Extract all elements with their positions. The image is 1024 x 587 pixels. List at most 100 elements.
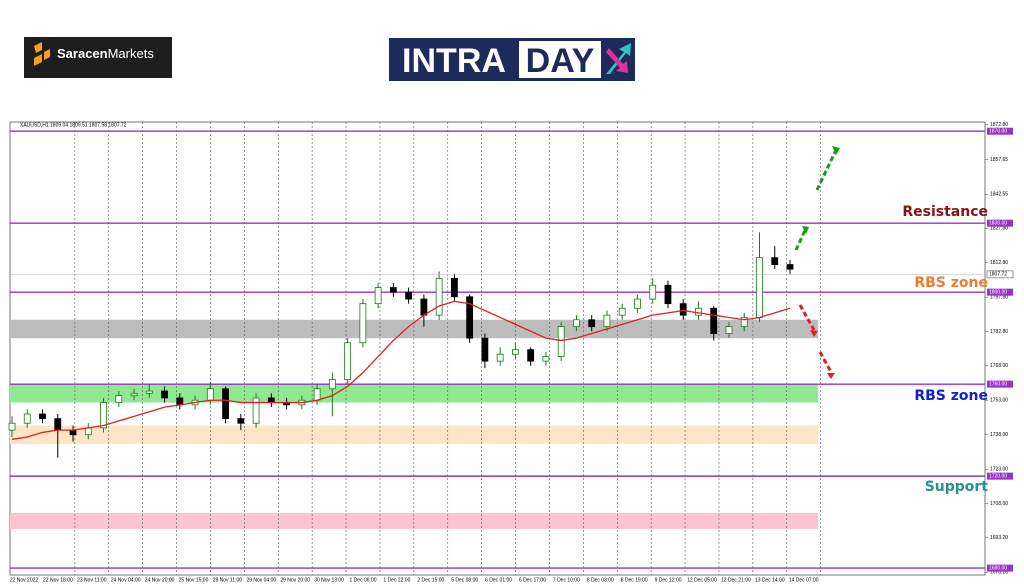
level-label: 1720.00 (989, 473, 1007, 479)
plot-frame (9, 121, 986, 576)
candle-body (786, 264, 794, 270)
candle-body (573, 319, 580, 328)
x-tick-label: 2 Dec 15:00 (417, 577, 444, 583)
candle-body (740, 317, 748, 328)
y-tick-label: 1842.55 (990, 192, 1008, 198)
candle-body (313, 388, 321, 401)
level-label: 1760.00 (989, 381, 1007, 387)
y-tick-label: 1678.20 (990, 570, 1008, 576)
y-tick-label: 1693.20 (990, 535, 1008, 541)
x-tick-label: 13 Dec 14:00 (755, 577, 785, 583)
arrow-up-icon (606, 43, 631, 74)
brand-light: Markets (108, 46, 155, 61)
candle-body (512, 349, 519, 355)
x-tick-label: 1 Dec 06:00 (350, 577, 377, 583)
candle-body (206, 388, 214, 401)
x-tick-label: 6 Dec 01:00 (485, 577, 512, 583)
zone (10, 512, 818, 530)
candle-body (130, 392, 138, 397)
candle-body (435, 277, 443, 316)
annotation: RBS zone (914, 388, 988, 404)
candle-body (679, 303, 687, 316)
x-tick-label: 12 Dec 05:00 (687, 577, 717, 583)
candle-body (710, 307, 718, 334)
day-text: DAY (526, 42, 595, 80)
y-tick-label: 1857.65 (990, 157, 1008, 163)
plot: 22 Nov 2022 22 Nov 18:00 23 Nov 11:00 24 No… (8, 122, 1014, 583)
candle-body (466, 296, 474, 339)
y-tick-label: 1872.80 (990, 122, 1008, 128)
candle-body (39, 413, 46, 420)
arrow-down (798, 304, 816, 331)
x-tick-label: 7 Dec 10:00 (553, 577, 580, 583)
x-tick-label: 22 Nov 18:00 (43, 577, 73, 583)
candle-body (481, 337, 489, 362)
arrow-heads (802, 146, 840, 234)
y-tick-label: 1753.00 (990, 398, 1008, 404)
intra-text: INTRA (402, 42, 506, 80)
candle-body (252, 397, 260, 424)
candle-body (54, 418, 62, 431)
candle-body (603, 314, 611, 328)
arrow-down-icon (606, 48, 628, 73)
candle-body (588, 319, 596, 328)
candle-body (496, 353, 504, 362)
candle-body (420, 298, 428, 316)
x-tick-label: 12 Dec 21:00 (721, 577, 751, 583)
candle-body (634, 298, 641, 309)
candle-body (771, 257, 779, 265)
x-tick-label: 9 Dec 12:00 (655, 577, 682, 583)
x-tick-label: 6 Dec 17:00 (519, 577, 546, 583)
x-tick-label: 29 Nov 04:00 (246, 577, 276, 583)
symbol-info: XAUUSD,H1 1809.04 1809.51 1807.58 1807.7… (20, 122, 127, 128)
candle-body (84, 427, 92, 436)
brand-icon (34, 42, 50, 66)
level-label-box (987, 472, 1013, 480)
x-tick-label: 28 Nov 11:00 (213, 577, 243, 583)
brand-name: SaracenMarkets (57, 46, 154, 61)
level-label: 1800.00 (989, 289, 1007, 295)
candle-body (176, 397, 184, 406)
x-tick-label: 30 Nov 13:00 (314, 577, 344, 583)
level-label-box (987, 127, 1013, 135)
candle-body (664, 284, 672, 305)
y-tick-label: 1738.00 (990, 432, 1008, 438)
candle-body (100, 402, 107, 429)
candle-body (328, 379, 336, 390)
y-tick-label: 1827.80 (990, 226, 1008, 232)
x-tick-label: 8 Dec 19:00 (621, 577, 648, 583)
arrow-down (818, 351, 833, 373)
candle-body (450, 277, 458, 298)
x-tick-label: 29 Nov 20:00 (280, 577, 310, 583)
level-label-box (987, 380, 1013, 388)
candle-body (161, 390, 168, 399)
candle-body (542, 356, 550, 362)
x-tick-label: 24 Nov 20:00 (145, 577, 175, 583)
candle-body (389, 287, 397, 293)
candle-body (222, 388, 229, 420)
arrow-heads (810, 330, 835, 379)
level-label: 1680.00 (989, 565, 1007, 571)
candle-body (374, 287, 382, 305)
level-label-box (987, 564, 1013, 572)
x-tick-label: 8 Dec 03:00 (587, 577, 614, 583)
candle-body (23, 413, 31, 424)
candle-body (527, 349, 535, 362)
level-label: 1830.00 (989, 221, 1007, 227)
candle-body (344, 342, 352, 380)
intraday-box (519, 41, 601, 78)
candle-body (145, 390, 153, 394)
x-tick-label: 23 Nov 11:00 (77, 577, 107, 583)
x-tick-label: 22 Nov 2022 (10, 577, 39, 583)
candle-body (8, 422, 16, 431)
candle-body (69, 429, 77, 436)
last-price-label: 1807.72 (989, 272, 1007, 278)
arrows (794, 149, 838, 373)
candle-body (267, 397, 275, 403)
y-tick-label: 1797.80 (990, 295, 1008, 301)
annotation: Resistance (902, 204, 988, 220)
candle-body (756, 257, 763, 318)
candle-body (359, 303, 367, 344)
arrow-up (794, 227, 808, 251)
